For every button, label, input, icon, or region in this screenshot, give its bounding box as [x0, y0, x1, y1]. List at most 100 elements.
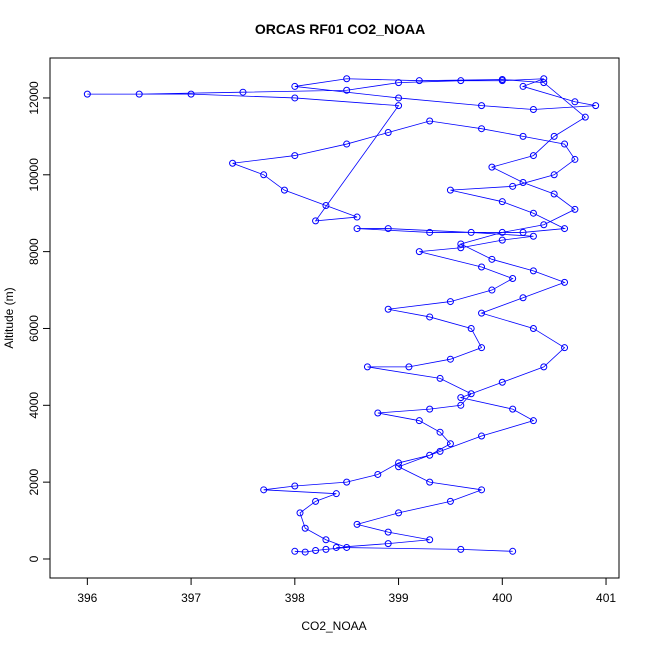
data-point	[446, 298, 454, 306]
x-tick-label: 400	[492, 591, 512, 605]
data-point	[446, 440, 454, 448]
data-point	[488, 255, 496, 263]
data-point	[540, 221, 548, 229]
data-point	[519, 294, 527, 302]
y-tick-label: 2000	[27, 468, 41, 495]
data-point	[322, 536, 330, 544]
data-point	[291, 547, 299, 555]
data-point	[561, 225, 569, 233]
data-point	[405, 363, 413, 371]
data-point	[229, 159, 237, 167]
data-point	[332, 543, 340, 551]
data-point	[446, 497, 454, 505]
data-point	[291, 94, 299, 102]
data-point	[561, 278, 569, 286]
data-point	[550, 190, 558, 198]
data-point	[529, 232, 537, 240]
data-point	[498, 236, 506, 244]
data-line	[87, 78, 596, 553]
data-point	[478, 486, 486, 494]
data-point	[296, 509, 304, 517]
data-point	[478, 102, 486, 110]
data-point	[301, 548, 309, 556]
data-point	[529, 324, 537, 332]
data-point	[312, 497, 320, 505]
data-point	[550, 171, 558, 179]
data-point	[571, 155, 579, 163]
data-point	[343, 543, 351, 551]
x-tick-label: 401	[596, 591, 616, 605]
data-point	[353, 520, 361, 528]
data-point	[415, 248, 423, 256]
data-point	[519, 178, 527, 186]
data-point	[322, 202, 330, 210]
data-point	[83, 90, 91, 98]
data-point	[478, 344, 486, 352]
data-point	[498, 378, 506, 386]
x-tick-label: 396	[77, 591, 97, 605]
data-point	[571, 205, 579, 213]
data-point	[426, 536, 434, 544]
data-point	[384, 540, 392, 548]
data-point	[498, 76, 506, 84]
data-point	[457, 240, 465, 248]
data-point	[457, 244, 465, 252]
data-point	[498, 198, 506, 206]
data-point	[509, 182, 517, 190]
data-point	[395, 509, 403, 517]
data-point	[509, 547, 517, 555]
data-point	[343, 75, 351, 83]
data-point	[498, 228, 506, 236]
data-point	[343, 140, 351, 148]
data-point	[592, 102, 600, 110]
chart-title: ORCAS RF01 CO2_NOAA	[255, 21, 425, 37]
data-point	[301, 524, 309, 532]
data-point	[446, 186, 454, 194]
data-point	[519, 228, 527, 236]
data-point	[415, 417, 423, 425]
y-axis-label: Altitude (m)	[2, 287, 16, 348]
data-point	[426, 405, 434, 413]
data-point	[332, 490, 340, 498]
data-point	[457, 394, 465, 402]
x-tick-label: 397	[181, 591, 201, 605]
data-point	[561, 344, 569, 352]
data-point	[395, 94, 403, 102]
data-point	[343, 86, 351, 94]
data-point	[353, 213, 361, 221]
data-point	[488, 163, 496, 171]
data-point	[260, 171, 268, 179]
data-point	[446, 355, 454, 363]
data-point	[561, 140, 569, 148]
data-point	[395, 102, 403, 110]
y-tick-label: 10000	[27, 158, 41, 192]
y-tick-label: 6000	[27, 315, 41, 342]
data-point	[478, 263, 486, 271]
y-tick-label: 12000	[27, 81, 41, 115]
data-point	[384, 129, 392, 137]
data-point	[571, 98, 579, 106]
data-point	[581, 113, 589, 121]
data-point	[395, 79, 403, 87]
data-point	[353, 225, 361, 233]
data-point	[291, 482, 299, 490]
data-point	[312, 547, 320, 555]
data-point	[478, 432, 486, 440]
data-point	[529, 417, 537, 425]
y-tick-label: 8000	[27, 238, 41, 265]
y-tick-label: 4000	[27, 392, 41, 419]
data-point	[457, 77, 465, 85]
data-point	[343, 478, 351, 486]
data-point	[540, 75, 548, 83]
plot-frame	[49, 57, 620, 579]
data-point	[550, 132, 558, 140]
data-point	[436, 428, 444, 436]
data-point	[540, 363, 548, 371]
data-point	[529, 105, 537, 113]
data-point	[374, 470, 382, 478]
data-point	[457, 545, 465, 553]
data-point	[426, 228, 434, 236]
data-point	[280, 186, 288, 194]
data-point	[415, 77, 423, 85]
